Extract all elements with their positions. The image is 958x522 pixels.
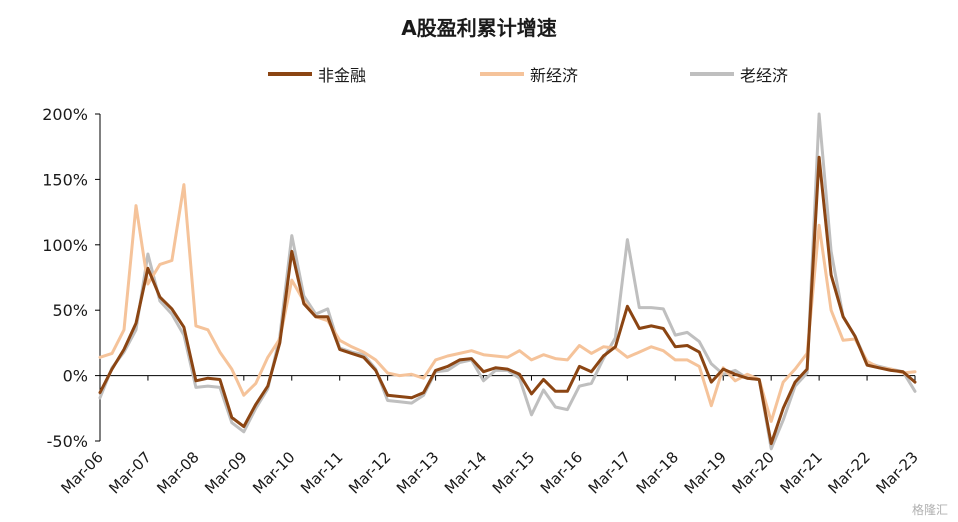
y-tick-label: 0% bbox=[63, 367, 88, 386]
x-tick-label: Mar-12 bbox=[345, 448, 394, 497]
series-line-1 bbox=[98, 183, 917, 423]
legend-swatch-new-economy bbox=[480, 72, 524, 76]
watermark: 格隆汇 bbox=[911, 503, 948, 517]
x-tick-label: Mar-06 bbox=[57, 448, 106, 497]
legend-label-nonfinancial: 非金融 bbox=[318, 66, 367, 85]
legend-item-nonfinancial: 非金融 bbox=[268, 62, 366, 86]
x-tick-label: Mar-16 bbox=[537, 448, 586, 497]
series-line-0 bbox=[98, 155, 917, 446]
legend-item-new-economy: 新经济 bbox=[480, 62, 578, 86]
x-tick-label: Mar-13 bbox=[393, 448, 442, 497]
x-tick-label: Mar-07 bbox=[105, 448, 154, 497]
y-tick-label: 100% bbox=[42, 236, 88, 255]
x-tick-label: Mar-08 bbox=[153, 448, 202, 497]
legend: 非金融 新经济 老经济 bbox=[0, 62, 958, 86]
y-tick-label: 150% bbox=[42, 170, 88, 189]
x-tick-label: Mar-14 bbox=[441, 448, 490, 497]
x-tick-label: Mar-23 bbox=[872, 448, 921, 497]
legend-swatch-old-economy bbox=[690, 72, 734, 76]
x-tick-label: Mar-15 bbox=[489, 448, 538, 497]
x-tick-label: Mar-10 bbox=[249, 448, 298, 497]
legend-label-new-economy: 新经济 bbox=[530, 66, 579, 85]
series-line-2 bbox=[98, 112, 917, 451]
y-tick-label: 50% bbox=[52, 301, 88, 320]
x-tick-label: Mar-17 bbox=[585, 448, 634, 497]
x-tick-label: Mar-19 bbox=[681, 448, 730, 497]
legend-swatch-nonfinancial bbox=[268, 72, 312, 76]
y-tick-label: 200% bbox=[42, 105, 88, 124]
chart-title: A股盈利累计增速 bbox=[401, 16, 557, 40]
y-tick-label: -50% bbox=[47, 432, 88, 451]
x-tick-label: Mar-09 bbox=[201, 448, 250, 497]
x-tick-label: Mar-21 bbox=[777, 448, 826, 497]
x-tick-label: Mar-22 bbox=[825, 448, 874, 497]
x-tick-label: Mar-11 bbox=[297, 448, 346, 497]
legend-label-old-economy: 老经济 bbox=[740, 66, 789, 85]
x-tick-label: Mar-18 bbox=[633, 448, 682, 497]
legend-item-old-economy: 老经济 bbox=[690, 62, 788, 86]
x-tick-label: Mar-20 bbox=[729, 448, 778, 497]
